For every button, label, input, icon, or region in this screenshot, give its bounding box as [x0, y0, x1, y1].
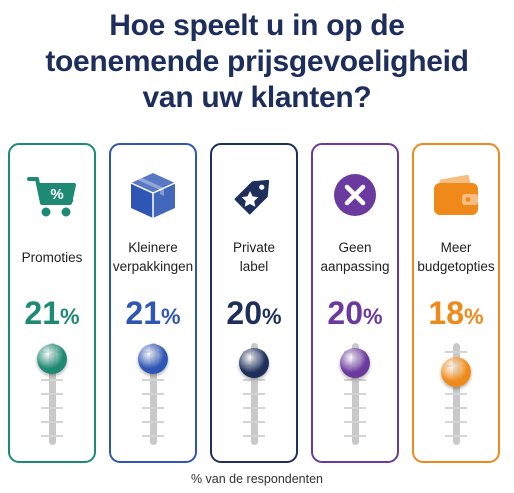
slider-tick: [243, 393, 265, 395]
slider-tick: [41, 435, 63, 437]
percent-sign: %: [60, 304, 80, 329]
value-number: 21: [24, 295, 61, 331]
slider-tick: [41, 421, 63, 423]
option-card: Private label 20%: [210, 143, 298, 463]
value-label: 21%: [10, 295, 94, 335]
option-label-line: Private: [232, 240, 276, 255]
slider-tick: [344, 379, 366, 381]
slider-tick: [445, 393, 467, 395]
slider-knob: [239, 348, 269, 379]
slider-tick: [243, 407, 265, 409]
price-tag-star-icon: [228, 169, 280, 221]
shopping-cart-percent-icon: %: [26, 169, 78, 221]
box-icon: [127, 169, 179, 221]
slider-tick: [445, 421, 467, 423]
option-label: Private label: [212, 235, 296, 279]
slider-tick: [344, 407, 366, 409]
slider-tick: [445, 407, 467, 409]
chart-title: Hoe speelt u in op de toenemende prijsge…: [0, 8, 514, 116]
slider-knob: [441, 356, 471, 387]
slider-tick: [445, 435, 467, 437]
slider-tick: [41, 393, 63, 395]
option-card: Geen aanpassing 20%: [311, 143, 399, 463]
slider-tick: [243, 379, 265, 381]
title-line: van uw klanten?: [142, 81, 372, 114]
slider-tick: [344, 435, 366, 437]
option-label-line: Kleinere: [128, 240, 178, 255]
footer-note: % van de respondenten: [190, 472, 324, 486]
slider-knob: [37, 344, 67, 375]
wallet-icon: [430, 169, 482, 221]
value-label: 21%: [111, 295, 195, 335]
slider-tick: [243, 421, 265, 423]
value-label: 18%: [414, 295, 498, 335]
slider-tick: [445, 351, 467, 353]
option-label: Geen aanpassing: [313, 235, 397, 279]
slider-knob: [340, 348, 370, 379]
option-label: Kleinere verpakkingen: [111, 235, 195, 279]
slider-tick: [142, 435, 164, 437]
percent-sign: %: [363, 304, 383, 329]
option-label: Promoties: [10, 235, 94, 279]
slider-tick: [243, 435, 265, 437]
slider-tick: [344, 421, 366, 423]
value-number: 18: [428, 295, 465, 331]
slider-tick: [142, 421, 164, 423]
slider-tick: [142, 407, 164, 409]
svg-text:%: %: [50, 186, 63, 203]
slider-tick: [344, 393, 366, 395]
option-label-line: aanpassing: [320, 259, 390, 274]
title-line: Hoe speelt u in op de: [109, 9, 405, 42]
value-label: 20%: [212, 295, 296, 335]
slider-tick: [142, 393, 164, 395]
slider-tick: [41, 407, 63, 409]
value-label: 20%: [313, 295, 397, 335]
percent-sign: %: [161, 304, 181, 329]
option-card: Meer budgetopties 18%: [412, 143, 500, 463]
option-label-line: budgetopties: [417, 259, 495, 274]
option-label-line: Promoties: [21, 249, 83, 265]
option-label-line: verpakkingen: [112, 259, 194, 274]
option-card: Kleinere verpakkingen 21%: [109, 143, 197, 463]
x-circle-icon: [329, 169, 381, 221]
value-number: 20: [327, 295, 364, 331]
option-label-line: label: [239, 259, 269, 274]
slider-knob: [138, 344, 168, 375]
option-label-line: Meer: [440, 240, 472, 255]
slider-tick: [142, 379, 164, 381]
value-number: 21: [125, 295, 162, 331]
slider-tick: [41, 379, 63, 381]
title-line: toenemende prijsgevoeligheid: [45, 45, 469, 78]
percent-sign: %: [464, 304, 484, 329]
option-card: % Promoties 21%: [8, 143, 96, 463]
percent-sign: %: [262, 304, 282, 329]
option-label-line: Geen: [338, 240, 372, 255]
value-number: 20: [226, 295, 263, 331]
option-label: Meer budgetopties: [414, 235, 498, 279]
